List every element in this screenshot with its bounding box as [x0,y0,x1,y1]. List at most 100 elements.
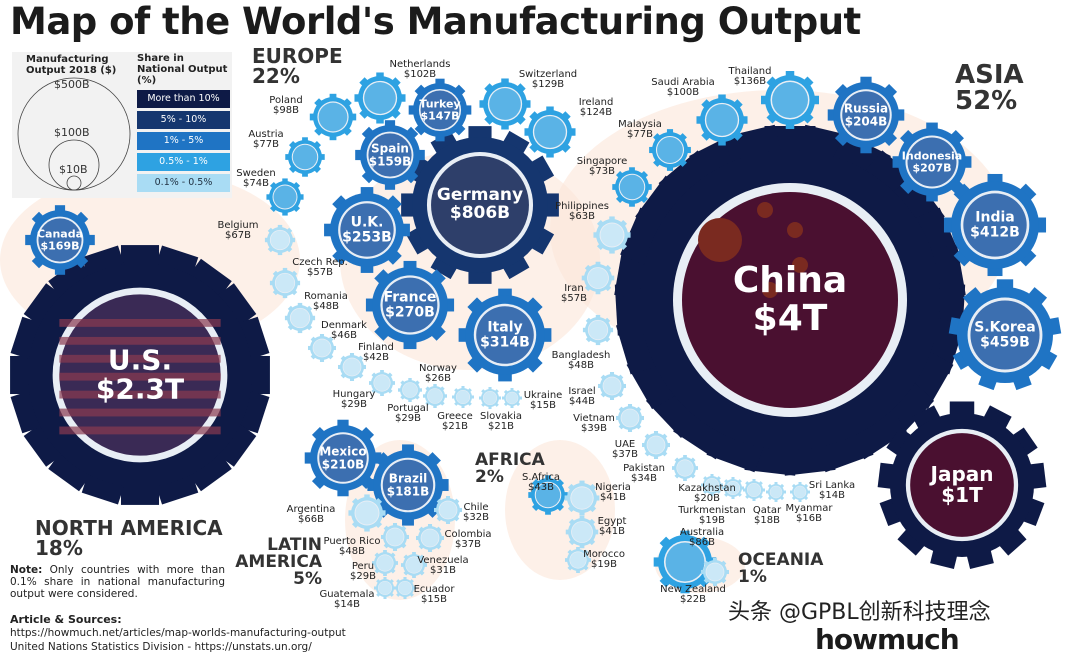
flag-switzerland [489,88,521,120]
flag-u-k- [340,203,394,257]
country-value: $124B [579,107,613,118]
gear-china [614,124,966,476]
region-name: NORTH AMERICA [35,516,223,540]
gear-tooth [351,497,360,506]
gear-tooth [31,211,46,226]
gear-tooth [332,195,350,213]
flag-argentina [355,501,379,525]
country-label-pakistan: Pakistan $34B [623,464,665,484]
country-label-guatemala: Guatemala $14B [319,590,374,610]
flag-hungary [374,375,390,391]
gear-vietnam [616,404,644,432]
country-value: $20B [694,493,720,504]
country-value: $21B [488,421,514,432]
country-value: $207B [912,161,952,174]
country-value: $14B [334,599,360,610]
country-name: Netherlands [389,59,451,70]
gear-tooth [313,141,321,149]
gear-mexico [304,419,382,497]
country-label-kazakhstan: Kazakhstan $20B [678,484,736,504]
gear-peru [372,550,398,576]
country-name: Pakistan [623,463,665,474]
gear-tooth [436,515,443,522]
gear-colombia [416,524,444,552]
gear-iran [581,261,615,295]
gear-thailand [761,71,819,129]
gear-italy [458,288,552,382]
flag-vietnam [621,409,639,427]
gear-bangladesh [582,314,614,346]
country-name: Iran [564,283,584,294]
country-label-finland: Finland $42B [358,343,394,363]
country-name: New Zealand [660,584,726,595]
country-value: $169B [40,239,80,252]
country-name: Greece [437,411,473,422]
flag-poland [318,102,348,132]
country-name: Japan [930,462,994,486]
country-label-bangladesh: Bangladesh $48B [552,351,611,371]
gear-tooth [418,543,425,550]
country-label-germany: Germany $806B [437,186,523,223]
flag-stripe [59,319,221,327]
country-label-nigeria: Nigeria $41B [595,483,631,503]
gear-tooth [766,76,779,89]
flag-colombia [421,529,439,547]
gear-tooth [452,122,466,136]
country-label-poland: Poland $98B [269,96,302,116]
country-name: Norway [419,363,457,374]
country-label-sweden: Sweden $74B [236,169,276,189]
flag-star [757,202,773,218]
flag-peru [377,555,393,571]
country-label-norway: Norway $26B [419,364,457,384]
gear-tooth [801,76,814,89]
flag-thailand [772,82,808,118]
gear-tooth [697,536,711,550]
gear-tooth [834,130,851,147]
gear-chile [434,496,462,524]
country-value: $181B [386,484,430,498]
size-100b: $100B [54,126,90,139]
country-value: $34B [631,473,657,484]
gear-tooth [374,497,383,506]
country-value: $15B [421,594,447,605]
gear-ukraine [502,388,522,408]
country-value: $41B [600,492,626,503]
gear-tooth [801,111,814,124]
gear-spain [355,120,425,190]
country-name: Switzerland [518,69,578,80]
country-label-philippines: Philippines $63B [555,202,609,222]
flag-mexico [319,434,367,482]
gear-japan [877,401,1047,570]
source-link-un[interactable]: United Nations Statistics Division - htt… [10,641,312,653]
country-name: Slovakia [480,411,522,422]
country-value: $29B [350,571,376,582]
country-label-denmark: Denmark $46B [321,321,367,341]
flag-ireland [534,116,566,148]
country-label-spain: Spain $159B [369,142,412,167]
gear-finland [338,353,366,381]
country-label-myanmar: Myanmar $16B [786,504,833,524]
country-name: Mexico [319,444,367,459]
region-share: 22% [252,64,300,88]
flag-spain [368,133,412,177]
gear-greece [452,386,474,408]
flag-philippines [600,223,624,247]
country-value: $147B [420,109,460,122]
gear-hungary [369,370,395,396]
watermark: 头条 @GPBL创新科技理念 [728,600,991,625]
gear-czech-rep- [269,267,301,299]
flag-s-korea [970,300,1040,370]
country-name: Peru [351,561,375,572]
flag-portugal [427,388,443,404]
gear-nigeria [564,480,600,516]
gear-tooth [292,181,301,190]
source-link-article[interactable]: https://howmuch.net/articles/map-worlds-… [10,627,346,639]
country-label-ukraine: Ukraine $15B [524,391,563,411]
gear-qatar [743,479,765,501]
country-name: Guatemala [319,589,375,600]
country-label-japan: Japan $1T [931,464,994,506]
gear-s-africa [528,475,568,515]
gear-tooth [269,181,278,190]
country-label-puerto-rico: Puerto Rico $48B [323,537,380,557]
gear-germany [401,126,559,284]
